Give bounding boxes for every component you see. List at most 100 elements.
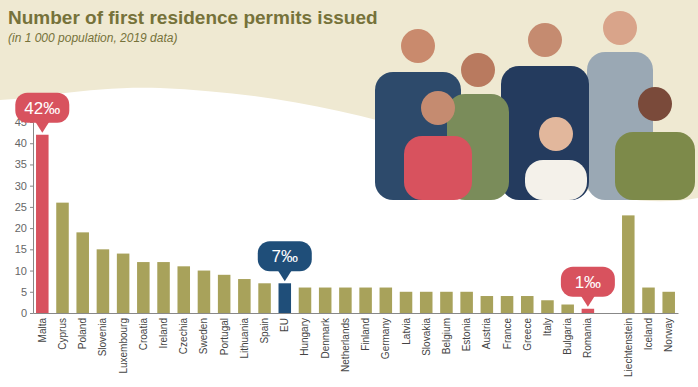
x-tick: Estonia xyxy=(461,313,472,351)
y-tick-label: 10 xyxy=(15,265,27,277)
x-tick-label: France xyxy=(502,318,513,350)
x-tick-label: Austria xyxy=(481,318,492,350)
y-tick: 10 xyxy=(15,265,33,277)
x-tick-label: Czechia xyxy=(178,318,189,355)
x-tick-label: Norway xyxy=(663,318,674,352)
illustration xyxy=(375,11,695,200)
bar xyxy=(359,288,372,313)
y-tick-label: 20 xyxy=(15,222,27,234)
person-head xyxy=(539,117,573,151)
y-tick-mark xyxy=(30,228,33,229)
person-body xyxy=(501,66,589,200)
y-tick: 35 xyxy=(15,158,33,170)
y-tick-label: 35 xyxy=(15,158,27,170)
x-tick-label: Slovakia xyxy=(421,318,432,356)
bar xyxy=(541,300,554,313)
bar xyxy=(380,288,393,313)
x-tick: Hungary xyxy=(299,313,310,356)
callout-label: 1‰ xyxy=(575,273,601,292)
bar xyxy=(97,249,110,313)
y-tick-mark xyxy=(30,292,33,293)
person-head xyxy=(528,23,562,57)
x-tick: France xyxy=(502,313,513,349)
bar xyxy=(440,292,453,313)
bar xyxy=(481,296,494,313)
chart: Number of first residence permits issued… xyxy=(0,0,698,387)
x-tick: Denmark xyxy=(320,313,331,359)
x-tick-label: Netherlands xyxy=(340,318,351,372)
x-tick: Bulgaria xyxy=(562,313,573,355)
x-tick: Norway xyxy=(663,313,674,352)
y-tick: 15 xyxy=(15,243,33,255)
person-body xyxy=(615,132,695,200)
x-tick: Finland xyxy=(360,313,371,351)
bar xyxy=(157,262,170,313)
bar xyxy=(56,203,69,313)
bar xyxy=(198,271,211,313)
x-tick: Greece xyxy=(522,313,533,351)
x-tick: Austria xyxy=(481,313,492,349)
x-tick: Belgium xyxy=(441,313,452,354)
x-tick: Lithuania xyxy=(239,313,250,359)
callout-pointer xyxy=(581,296,595,307)
x-tick-label: Poland xyxy=(77,318,88,349)
annotations: 42‰7‰1‰ xyxy=(15,93,615,307)
bar xyxy=(622,215,635,313)
bar xyxy=(177,266,190,313)
bar xyxy=(299,288,312,313)
person-head xyxy=(401,29,435,63)
y-tick: 25 xyxy=(15,201,33,213)
subtitle: (in 1 000 population, 2019 data) xyxy=(8,31,177,45)
y-tick-mark xyxy=(30,271,33,272)
x-tick: Luxembourg xyxy=(118,313,129,374)
x-tick-label: Luxembourg xyxy=(118,318,129,374)
bar xyxy=(662,292,675,313)
x-tick: Sweden xyxy=(198,313,209,354)
y-axis-line xyxy=(30,123,34,314)
x-tick: Malta xyxy=(37,313,48,342)
x-tick: Spain xyxy=(259,313,270,344)
bar xyxy=(36,135,49,313)
bar xyxy=(117,254,130,313)
x-tick: Italy xyxy=(542,313,553,336)
bar xyxy=(642,288,655,313)
bar xyxy=(137,262,150,313)
x-tick-label: Greece xyxy=(522,318,533,351)
y-tick-mark xyxy=(30,207,33,208)
x-tick-label: Hungary xyxy=(299,318,310,356)
bars xyxy=(36,135,675,313)
x-tick-label: Cyprus xyxy=(57,318,68,350)
x-tick-label: Latvia xyxy=(401,318,412,345)
bar xyxy=(339,288,352,313)
x-tick: Slovenia xyxy=(97,313,108,356)
person-head xyxy=(421,91,455,125)
y-tick-mark xyxy=(30,164,33,165)
bar xyxy=(521,296,534,313)
y-tick-mark xyxy=(30,143,33,144)
x-tick-label: Finland xyxy=(360,318,371,351)
y-tick-label: 5 xyxy=(21,286,27,298)
callout-box xyxy=(15,93,69,123)
bar xyxy=(218,275,231,313)
x-tick: Germany xyxy=(380,313,391,359)
x-tick-label: Sweden xyxy=(198,318,209,354)
x-tick: EU xyxy=(279,313,290,332)
person-head xyxy=(461,53,495,87)
x-tick-label: Bulgaria xyxy=(562,318,573,355)
bar xyxy=(582,309,595,313)
bar xyxy=(238,279,251,313)
x-tick-label: Belgium xyxy=(441,318,452,354)
y-tick-label: 40 xyxy=(15,137,27,149)
y-axis: 051015202530354045 xyxy=(15,116,34,319)
background-wave xyxy=(0,0,698,201)
x-tick: Liechtenstein xyxy=(623,313,634,377)
x-tick-label: Italy xyxy=(542,318,553,336)
x-tick-label: Malta xyxy=(37,318,48,343)
bar xyxy=(420,292,433,313)
x-tick: Iceland xyxy=(643,313,654,350)
callout-box xyxy=(561,267,615,297)
y-tick-mark xyxy=(30,313,33,314)
y-tick-label: 30 xyxy=(15,180,27,192)
x-tick: Cyprus xyxy=(57,313,68,350)
x-tick: Poland xyxy=(77,313,88,349)
